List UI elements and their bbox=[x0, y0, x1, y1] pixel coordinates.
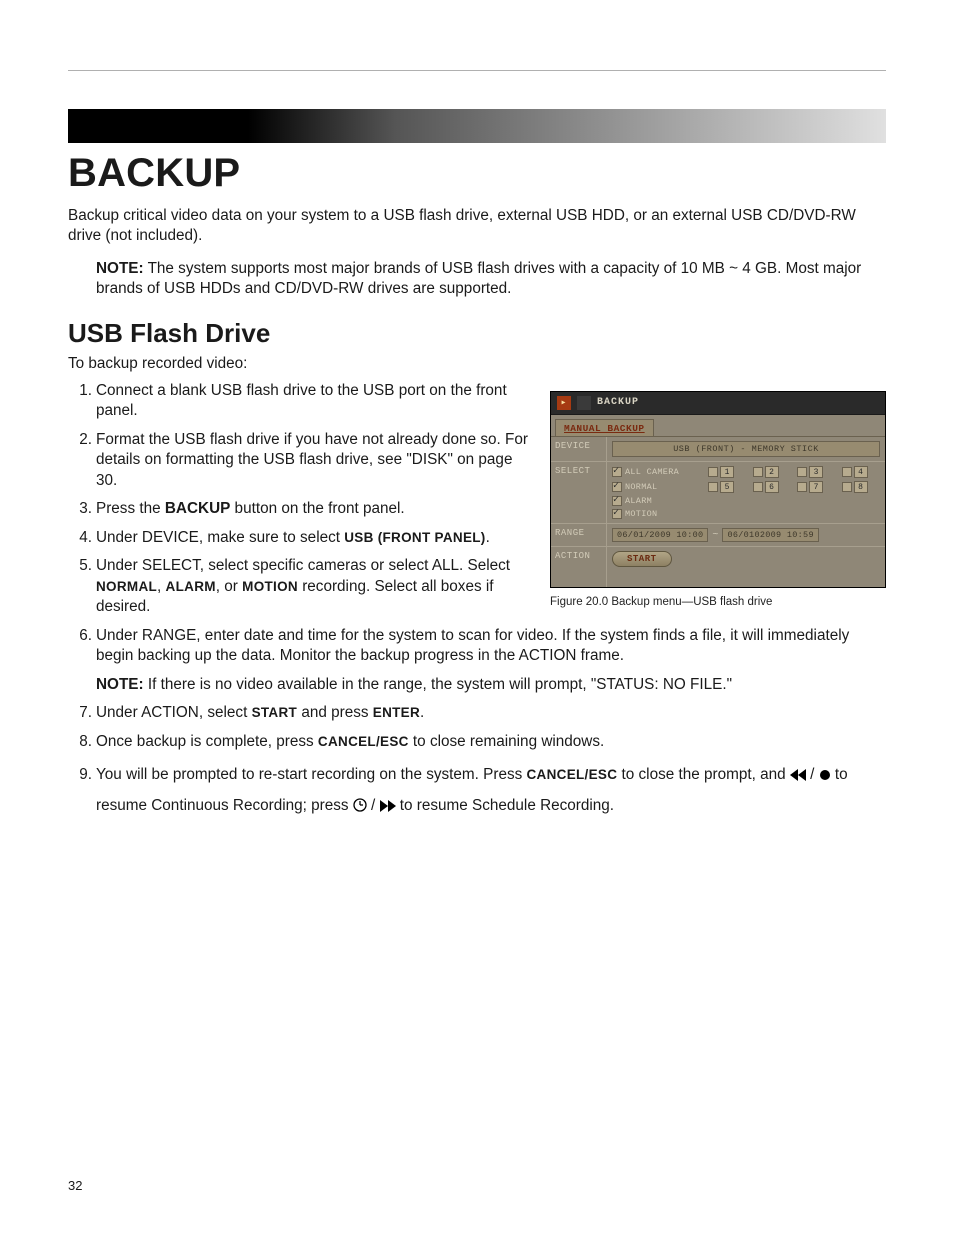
steps-list: Connect a blank USB flash drive to the U… bbox=[68, 381, 532, 618]
step-6-text: Under RANGE, enter date and time for the… bbox=[96, 627, 849, 664]
step-9-a: You will be prompted to re-start recordi… bbox=[96, 766, 527, 783]
note-label: NOTE: bbox=[96, 260, 144, 277]
start-button[interactable]: START bbox=[612, 551, 672, 567]
chk-all-camera-label: ALL CAMERA bbox=[625, 467, 679, 477]
tab-manual-backup[interactable]: MANUAL BACKUP bbox=[555, 419, 654, 436]
label-action: ACTION bbox=[551, 547, 607, 587]
cam-1[interactable]: 1 bbox=[708, 466, 747, 478]
step-7: Under ACTION, select START and press ENT… bbox=[96, 703, 886, 723]
step-6-note-text: If there is no video available in the ra… bbox=[144, 676, 732, 693]
step-9-e: to resume Schedule Recording. bbox=[400, 797, 614, 814]
step-9-c: to close the prompt, and bbox=[617, 766, 790, 783]
chk-motion-label: MOTION bbox=[625, 509, 657, 519]
rewind-icon bbox=[790, 762, 806, 791]
step-7-c: . bbox=[420, 704, 424, 721]
step-4-a: Under DEVICE, make sure to select bbox=[96, 529, 344, 546]
step-8-c: to close remaining windows. bbox=[409, 733, 605, 750]
section-lead: To backup recorded video: bbox=[68, 355, 886, 373]
menu-title-dim bbox=[577, 396, 591, 410]
step-9: You will be prompted to re-start recordi… bbox=[96, 760, 886, 822]
top-rule bbox=[68, 70, 886, 71]
menu-titlebar: ▸ BACKUP bbox=[551, 392, 885, 415]
intro-paragraph: Backup critical video data on your syste… bbox=[68, 206, 886, 247]
figure-backup-menu: ▸ BACKUP MANUAL BACKUP DEVICE USB (FRONT… bbox=[550, 391, 886, 608]
chk-alarm[interactable]: ALARM bbox=[612, 496, 702, 506]
range-to[interactable]: 06/0102009 10:59 bbox=[722, 528, 818, 542]
menu-tabs: MANUAL BACKUP bbox=[551, 415, 885, 437]
note-text: The system supports most major brands of… bbox=[96, 260, 861, 297]
range-row: 06/01/2009 10:00~06/0102009 10:59 bbox=[607, 524, 885, 546]
step-3-b: BACKUP bbox=[165, 500, 230, 517]
cam-2[interactable]: 2 bbox=[753, 466, 792, 478]
step-6: Under RANGE, enter date and time for the… bbox=[96, 626, 886, 695]
step-3: Press the BACKUP button on the front pan… bbox=[96, 499, 532, 519]
range-from[interactable]: 06/01/2009 10:00 bbox=[612, 528, 708, 542]
record-icon bbox=[819, 762, 831, 791]
step-9-b: CANCEL/ESC bbox=[527, 767, 618, 782]
step-5-a: Under SELECT, select specific cameras or… bbox=[96, 557, 510, 574]
step-3-c: button on the front panel. bbox=[230, 500, 404, 517]
menu-title-text: BACKUP bbox=[597, 397, 639, 408]
page-number: 32 bbox=[68, 1178, 82, 1193]
step-7-b2: ENTER bbox=[373, 705, 420, 720]
step-4-b: USB (FRONT PANEL) bbox=[344, 530, 485, 545]
cam-8[interactable]: 8 bbox=[842, 481, 881, 493]
intro-note: NOTE: The system supports most major bra… bbox=[68, 259, 886, 300]
step-5-s2: , or bbox=[216, 578, 242, 595]
chk-all-camera[interactable]: ALL CAMERA bbox=[612, 467, 702, 477]
label-range: RANGE bbox=[551, 524, 607, 546]
backup-menu: ▸ BACKUP MANUAL BACKUP DEVICE USB (FRONT… bbox=[550, 391, 886, 588]
section-title: USB Flash Drive bbox=[68, 318, 886, 349]
device-field[interactable]: USB (FRONT) - MEMORY STICK bbox=[612, 441, 880, 457]
step-1: Connect a blank USB flash drive to the U… bbox=[96, 381, 532, 422]
step-5-s1: , bbox=[157, 578, 166, 595]
step-4-c: . bbox=[486, 529, 490, 546]
label-select: SELECT bbox=[551, 462, 607, 523]
page-title: BACKUP bbox=[68, 151, 886, 196]
step-3-a: Press the bbox=[96, 500, 165, 517]
range-sep: ~ bbox=[708, 530, 722, 541]
cam-6[interactable]: 6 bbox=[753, 481, 792, 493]
step-7-mid: and press bbox=[297, 704, 373, 721]
clock-icon bbox=[353, 793, 367, 822]
section-banner bbox=[68, 109, 886, 143]
label-device: DEVICE bbox=[551, 437, 607, 461]
cam-7[interactable]: 7 bbox=[797, 481, 836, 493]
steps-list-cont: Under RANGE, enter date and time for the… bbox=[68, 626, 886, 823]
fast-forward-icon bbox=[380, 793, 396, 822]
menu-title-icon: ▸ bbox=[557, 396, 571, 410]
step-5-b3: MOTION bbox=[242, 579, 298, 594]
step-8: Once backup is complete, press CANCEL/ES… bbox=[96, 732, 886, 752]
step-2: Format the USB flash drive if you have n… bbox=[96, 430, 532, 491]
cam-3[interactable]: 3 bbox=[797, 466, 836, 478]
step-7-a: Under ACTION, select bbox=[96, 704, 252, 721]
chk-normal[interactable]: NORMAL bbox=[612, 482, 702, 492]
chk-alarm-label: ALARM bbox=[625, 496, 652, 506]
step-5: Under SELECT, select specific cameras or… bbox=[96, 556, 532, 617]
step-8-a: Once backup is complete, press bbox=[96, 733, 318, 750]
step-5-b2: ALARM bbox=[166, 579, 216, 594]
chk-motion[interactable]: MOTION bbox=[612, 509, 702, 519]
step-7-b1: START bbox=[252, 705, 298, 720]
figure-caption: Figure 20.0 Backup menu—USB flash drive bbox=[550, 596, 886, 608]
step-5-b1: NORMAL bbox=[96, 579, 157, 594]
step-6-note-label: NOTE: bbox=[96, 676, 144, 693]
step-4: Under DEVICE, make sure to select USB (F… bbox=[96, 528, 532, 548]
step-6-note: NOTE: If there is no video available in … bbox=[96, 675, 886, 695]
cam-5[interactable]: 5 bbox=[708, 481, 747, 493]
step-8-b: CANCEL/ESC bbox=[318, 734, 409, 749]
chk-normal-label: NORMAL bbox=[625, 482, 657, 492]
cam-4[interactable]: 4 bbox=[842, 466, 881, 478]
